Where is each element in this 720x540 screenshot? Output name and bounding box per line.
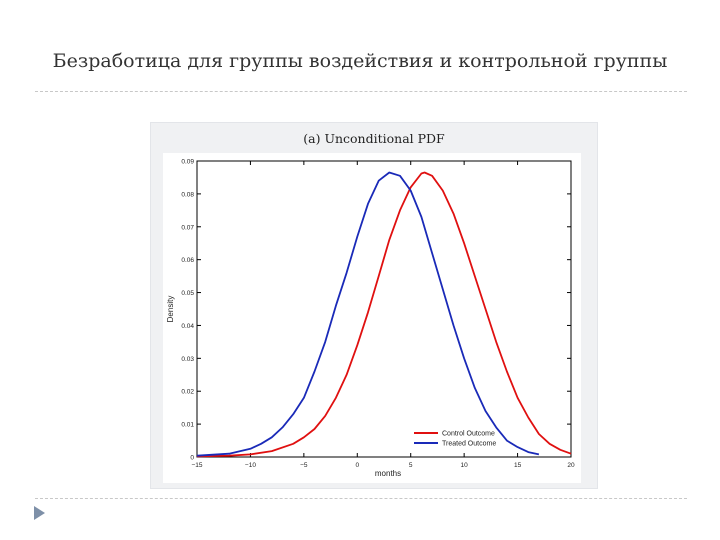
x-tick-label: 0: [355, 462, 359, 469]
top-divider: [35, 91, 687, 92]
x-tick-label: 5: [409, 462, 413, 469]
x-axis-label: months: [375, 469, 401, 478]
y-tick-label: 0.06: [181, 257, 194, 264]
y-tick-label: 0.08: [181, 191, 194, 198]
legend-label: Treated Outcome: [442, 441, 496, 448]
y-axis-label: Density: [166, 296, 175, 323]
x-tick-label: 10: [461, 462, 469, 469]
y-tick-label: 0.05: [181, 290, 194, 297]
plot-paper: [163, 153, 581, 483]
y-tick-label: 0: [190, 455, 194, 462]
chart-title: (a) Unconditional PDF: [303, 131, 445, 146]
y-tick-label: 0.03: [181, 356, 194, 363]
x-tick-label: 15: [514, 462, 522, 469]
legend: Control Outcome Treated Outcome: [414, 431, 496, 448]
series-lines: [196, 171, 572, 458]
chart-figure: (a) Unconditional PDF 0 0.01 0.02 0.03 0.04 0…: [150, 122, 598, 489]
x-tick-label: 20: [567, 462, 575, 469]
series-line-1: [196, 171, 540, 457]
slide-title: Безработица для группы воздействия и кон…: [52, 50, 668, 72]
plot-area: [196, 160, 572, 458]
series-line-0: [196, 171, 572, 458]
x-tick-label: −15: [191, 462, 202, 469]
x-tick-label: −10: [245, 462, 256, 469]
bottom-divider: [35, 498, 687, 499]
bullet-arrow-icon: [34, 506, 45, 520]
y-axis: 0 0.01 0.02 0.03 0.04 0.05 0.06 0.07 0.08 0.09: [181, 159, 571, 462]
x-tick-label: −5: [300, 462, 308, 469]
x-axis: −15 −10 −5 0 5 10 15 20: [191, 161, 575, 469]
y-tick-label: 0.01: [181, 422, 194, 429]
y-tick-label: 0.02: [181, 389, 194, 396]
legend-label: Control Outcome: [442, 431, 495, 438]
pdf-chart: (a) Unconditional PDF 00.010.020.030.040…: [163, 131, 581, 483]
y-tick-label: 0.07: [181, 224, 194, 231]
y-tick-label: 0.09: [181, 159, 194, 166]
y-tick-label: 0.04: [181, 323, 194, 330]
